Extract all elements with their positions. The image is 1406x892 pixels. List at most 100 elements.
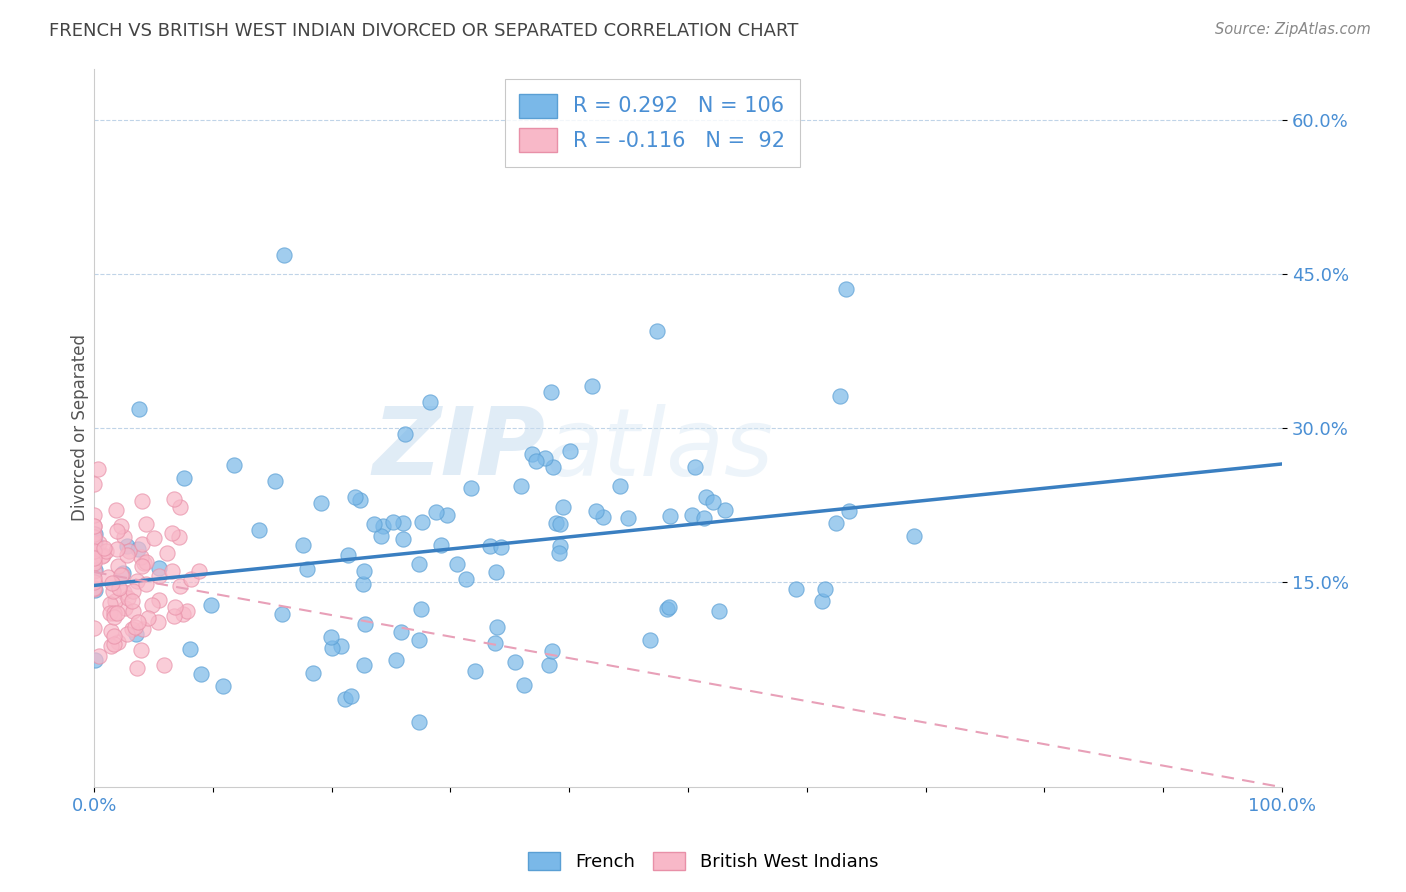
Point bbox=[489, 541, 512, 555]
Point bbox=[329, 639, 352, 653]
Point bbox=[125, 661, 148, 675]
Point bbox=[127, 615, 149, 629]
Point bbox=[132, 622, 155, 636]
Point bbox=[156, 546, 179, 560]
Point bbox=[510, 479, 533, 493]
Point bbox=[97, 570, 120, 584]
Point bbox=[370, 529, 392, 543]
Point bbox=[609, 478, 631, 492]
Point bbox=[394, 427, 416, 442]
Point bbox=[825, 516, 848, 531]
Text: Source: ZipAtlas.com: Source: ZipAtlas.com bbox=[1215, 22, 1371, 37]
Point bbox=[389, 625, 412, 640]
Point bbox=[167, 530, 190, 544]
Point bbox=[425, 505, 447, 519]
Point bbox=[83, 556, 105, 570]
Point bbox=[513, 678, 536, 692]
Point bbox=[135, 555, 157, 569]
Point bbox=[117, 548, 139, 562]
Point bbox=[112, 530, 135, 544]
Point bbox=[486, 620, 509, 634]
Point bbox=[91, 548, 114, 562]
Point bbox=[321, 640, 343, 655]
Point bbox=[83, 548, 105, 562]
Point bbox=[212, 679, 235, 693]
Point bbox=[135, 577, 157, 591]
Point bbox=[83, 530, 105, 544]
Point bbox=[84, 535, 107, 549]
Point bbox=[98, 597, 121, 611]
Point bbox=[132, 556, 155, 570]
Point bbox=[200, 598, 222, 612]
Point bbox=[352, 577, 374, 591]
Point bbox=[785, 582, 807, 597]
Point bbox=[84, 540, 107, 554]
Point bbox=[83, 551, 105, 566]
Point bbox=[548, 539, 571, 553]
Point bbox=[541, 644, 564, 658]
Point bbox=[86, 461, 108, 475]
Point bbox=[464, 664, 486, 678]
Point bbox=[142, 531, 165, 545]
Point bbox=[411, 515, 433, 529]
Point bbox=[645, 324, 668, 338]
Point bbox=[163, 599, 186, 614]
Point bbox=[479, 539, 502, 553]
Point bbox=[83, 621, 105, 635]
Point bbox=[638, 633, 661, 648]
Point bbox=[681, 508, 703, 522]
Point bbox=[693, 511, 716, 525]
Point bbox=[524, 454, 547, 468]
Point bbox=[131, 558, 153, 573]
Point bbox=[103, 637, 125, 651]
Point bbox=[96, 544, 118, 558]
Point bbox=[125, 627, 148, 641]
Point bbox=[333, 692, 356, 706]
Point bbox=[263, 474, 285, 488]
Point bbox=[553, 500, 575, 514]
Point bbox=[93, 541, 115, 555]
Point bbox=[160, 526, 183, 541]
Point bbox=[353, 617, 375, 632]
Point bbox=[340, 689, 363, 703]
Point bbox=[162, 564, 184, 578]
Point bbox=[337, 548, 360, 562]
Point bbox=[363, 516, 385, 531]
Point bbox=[107, 606, 129, 620]
Point bbox=[100, 639, 122, 653]
Point bbox=[353, 564, 375, 578]
Point bbox=[446, 558, 468, 572]
Point bbox=[103, 606, 125, 620]
Point bbox=[408, 633, 430, 648]
Point bbox=[454, 572, 477, 586]
Point bbox=[98, 606, 121, 620]
Point bbox=[83, 527, 105, 541]
Point bbox=[408, 557, 430, 571]
Point bbox=[592, 510, 614, 524]
Point bbox=[176, 604, 198, 618]
Point bbox=[658, 599, 681, 614]
Point bbox=[84, 527, 107, 541]
Point bbox=[89, 536, 111, 550]
Point bbox=[292, 538, 315, 552]
Text: ZIP: ZIP bbox=[373, 403, 546, 495]
Point bbox=[104, 594, 127, 608]
Point bbox=[162, 492, 184, 507]
Point bbox=[112, 585, 135, 599]
Point bbox=[83, 564, 105, 578]
Point bbox=[173, 471, 195, 485]
Point bbox=[344, 490, 367, 504]
Point bbox=[617, 511, 640, 525]
Point bbox=[302, 665, 325, 680]
Point bbox=[129, 642, 152, 657]
Point bbox=[903, 528, 925, 542]
Point bbox=[129, 549, 152, 564]
Point bbox=[107, 634, 129, 648]
Point bbox=[128, 402, 150, 417]
Point bbox=[460, 482, 482, 496]
Point bbox=[309, 496, 332, 510]
Point bbox=[83, 582, 105, 596]
Point bbox=[385, 653, 408, 667]
Point bbox=[548, 516, 571, 531]
Point bbox=[520, 447, 543, 461]
